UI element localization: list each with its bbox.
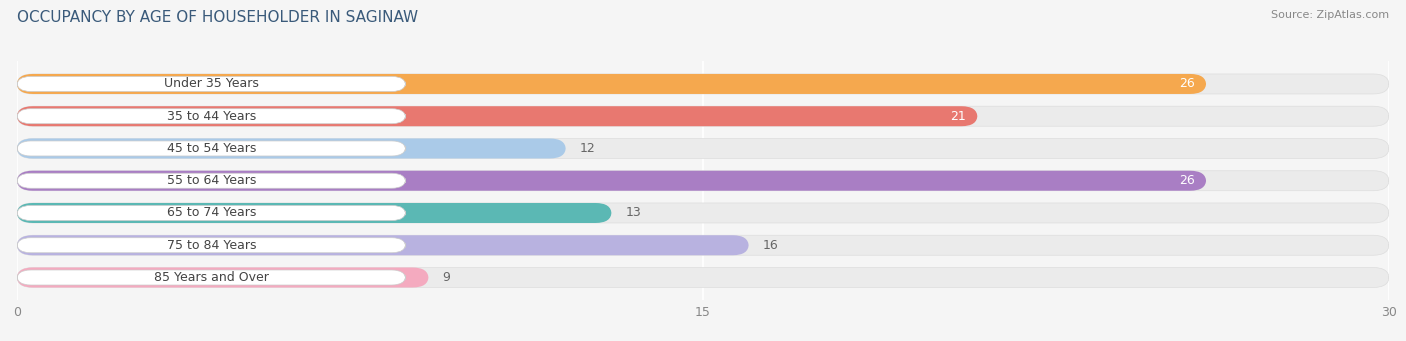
FancyBboxPatch shape xyxy=(17,74,1206,94)
Text: 65 to 74 Years: 65 to 74 Years xyxy=(166,207,256,220)
FancyBboxPatch shape xyxy=(17,171,1389,191)
FancyBboxPatch shape xyxy=(17,141,406,156)
Text: 9: 9 xyxy=(443,271,450,284)
FancyBboxPatch shape xyxy=(17,235,1389,255)
FancyBboxPatch shape xyxy=(17,206,406,221)
FancyBboxPatch shape xyxy=(17,109,406,124)
FancyBboxPatch shape xyxy=(17,138,1389,159)
FancyBboxPatch shape xyxy=(17,138,565,159)
FancyBboxPatch shape xyxy=(17,267,1389,287)
FancyBboxPatch shape xyxy=(17,203,1389,223)
Text: 45 to 54 Years: 45 to 54 Years xyxy=(166,142,256,155)
FancyBboxPatch shape xyxy=(17,74,1389,94)
Text: 13: 13 xyxy=(626,207,641,220)
Text: 55 to 64 Years: 55 to 64 Years xyxy=(166,174,256,187)
Text: 21: 21 xyxy=(950,110,966,123)
Text: Under 35 Years: Under 35 Years xyxy=(165,77,259,90)
FancyBboxPatch shape xyxy=(17,270,406,285)
Text: 16: 16 xyxy=(762,239,778,252)
FancyBboxPatch shape xyxy=(17,267,429,287)
Text: 12: 12 xyxy=(579,142,595,155)
Text: Source: ZipAtlas.com: Source: ZipAtlas.com xyxy=(1271,10,1389,20)
Text: 85 Years and Over: 85 Years and Over xyxy=(153,271,269,284)
Text: OCCUPANCY BY AGE OF HOUSEHOLDER IN SAGINAW: OCCUPANCY BY AGE OF HOUSEHOLDER IN SAGIN… xyxy=(17,10,418,25)
FancyBboxPatch shape xyxy=(17,235,749,255)
Text: 35 to 44 Years: 35 to 44 Years xyxy=(167,110,256,123)
FancyBboxPatch shape xyxy=(17,76,406,91)
Text: 26: 26 xyxy=(1180,77,1195,90)
Text: 26: 26 xyxy=(1180,174,1195,187)
Text: 75 to 84 Years: 75 to 84 Years xyxy=(166,239,256,252)
FancyBboxPatch shape xyxy=(17,106,977,126)
FancyBboxPatch shape xyxy=(17,203,612,223)
FancyBboxPatch shape xyxy=(17,171,1206,191)
FancyBboxPatch shape xyxy=(17,106,1389,126)
FancyBboxPatch shape xyxy=(17,238,406,253)
FancyBboxPatch shape xyxy=(17,173,406,188)
